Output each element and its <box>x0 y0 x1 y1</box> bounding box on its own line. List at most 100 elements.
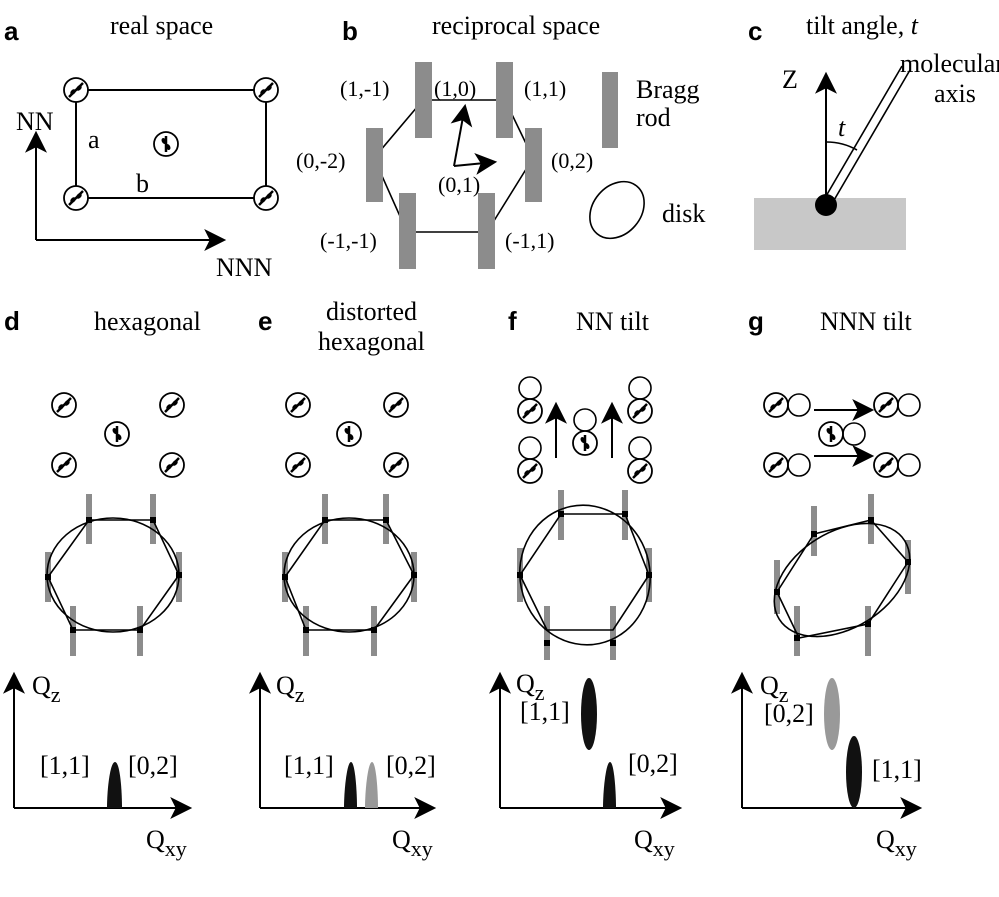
z-axis-label: Z <box>782 65 798 94</box>
peak-label: [1,1] <box>284 751 334 780</box>
legend-rod-label: rod <box>636 103 671 132</box>
panel-letter-b: b <box>342 16 358 46</box>
bragg-rod <box>415 62 432 138</box>
panel-f: f NN tilt Qz Qxy [1,1] [0,2] <box>489 306 683 861</box>
bragg-rod <box>496 62 513 138</box>
molecular-axis-line <box>829 69 911 208</box>
qxy-axis-label: Qxy <box>146 825 187 861</box>
panel-f-title: NN tilt <box>576 307 650 336</box>
peak-label: [0,2] <box>628 749 678 778</box>
panel-e-title: hexagonal <box>318 327 425 356</box>
molecule-icon <box>252 184 280 212</box>
peak-mark <box>365 762 378 808</box>
bragg-rod <box>399 193 416 269</box>
anchor-atom-icon <box>815 194 837 216</box>
peak-mark <box>603 762 616 808</box>
panel-letter-f: f <box>508 306 517 336</box>
panel-a-title: real space <box>110 11 213 40</box>
molecule-icon <box>335 420 363 448</box>
peak-mark <box>107 762 122 808</box>
panel-letter-c: c <box>748 16 762 46</box>
nnn-axis-label: NNN <box>216 253 273 282</box>
reciprocal-vector-arrow <box>453 152 498 175</box>
tilt-angle-arc <box>825 141 858 151</box>
peak-label: [0,2] <box>386 751 436 780</box>
panel-letter-e: e <box>258 306 272 336</box>
panel-letter-g: g <box>748 306 764 336</box>
panel-letter-d: d <box>4 306 20 336</box>
molecule-icon <box>382 391 410 419</box>
molecule-icon <box>50 451 78 479</box>
qxy-axis-label: Qxy <box>392 825 433 861</box>
molecule-center-icon <box>152 130 180 158</box>
qxy-axis-label: Qxy <box>876 825 917 861</box>
peak-mark <box>581 678 597 750</box>
legend-disk-label: disk <box>662 199 705 228</box>
bz-diagram-g <box>773 494 911 656</box>
qz-axis-label: Qz <box>276 671 305 707</box>
peak-label: [1,1] <box>872 755 922 784</box>
molecular-axis-line <box>821 65 903 204</box>
bragg-rod <box>366 128 383 202</box>
unit-cell-rectangle <box>75 89 267 199</box>
lattice-label-a: a <box>88 125 100 154</box>
panel-c: c tilt angle, t Z t molecular axis <box>748 11 999 250</box>
panel-c-title: tilt angle, t <box>806 11 919 40</box>
peak-label: [0,2] <box>764 699 814 728</box>
tilted-molecules-f <box>516 376 654 485</box>
peak-mark <box>344 762 357 808</box>
molecule-icon <box>50 391 78 419</box>
legend-disk-swatch <box>589 180 645 240</box>
index-label: (0,-2) <box>296 148 345 173</box>
nn-axis-label: NN <box>16 107 54 136</box>
peak-mark <box>824 678 840 750</box>
molecule-icon <box>284 391 312 419</box>
qz-axis-label: Qz <box>760 671 789 707</box>
panel-e-title: distorted <box>326 297 417 326</box>
legend-rod-label: Bragg <box>636 75 700 104</box>
molecule-icon <box>62 184 90 212</box>
bz-diagram-f <box>517 490 652 660</box>
panel-a: a real space a b NN NNN <box>4 11 280 282</box>
panel-letter-a: a <box>4 16 19 46</box>
index-label: (1,-1) <box>340 76 389 101</box>
bz-diagram-d <box>45 494 182 656</box>
panel-g: g NNN tilt Qz Qxy [0,2] [1,1] <box>731 306 923 861</box>
index-label: (0,1) <box>438 172 480 197</box>
molecular-axis-label: axis <box>934 79 976 108</box>
bz-diagram-e <box>282 494 417 656</box>
index-label: (-1,-1) <box>320 228 377 253</box>
peak-label: [0,2] <box>128 751 178 780</box>
bragg-rod <box>525 128 542 202</box>
qz-axis-label: Qz <box>32 671 61 707</box>
molecule-icon <box>284 451 312 479</box>
index-label: (1,0) <box>434 76 476 101</box>
panel-d: d hexagonal Qz Qxy [1,1] [0,2] <box>2 306 201 861</box>
molecule-icon <box>252 76 280 104</box>
molecule-icon <box>382 451 410 479</box>
molecule-icon <box>62 76 90 104</box>
qxy-axis-label: Qxy <box>634 825 675 861</box>
index-label: (1,1) <box>524 76 566 101</box>
reciprocal-vector-arrow <box>450 103 473 167</box>
peak-mark <box>846 736 862 808</box>
legend-rod-swatch <box>602 72 618 148</box>
lattice-label-b: b <box>136 169 149 198</box>
panel-e: e distorted hexagonal Qz Qxy [1,1] [0,2] <box>249 297 437 861</box>
panel-g-title: NNN tilt <box>820 307 913 336</box>
peak-label: [1,1] <box>520 697 570 726</box>
molecule-icon <box>103 420 131 448</box>
tilt-angle-label: t <box>838 113 846 142</box>
tilted-molecules-g <box>762 391 921 479</box>
molecule-icon <box>158 451 186 479</box>
index-label: (0,2) <box>551 148 593 173</box>
panel-d-title: hexagonal <box>94 307 201 336</box>
molecule-icon <box>158 391 186 419</box>
bragg-rod <box>478 193 495 269</box>
qz-axis-label: Qz <box>516 669 545 705</box>
index-label: (-1,1) <box>505 228 554 253</box>
molecular-axis-label: molecular <box>900 49 999 78</box>
peak-label: [1,1] <box>40 751 90 780</box>
